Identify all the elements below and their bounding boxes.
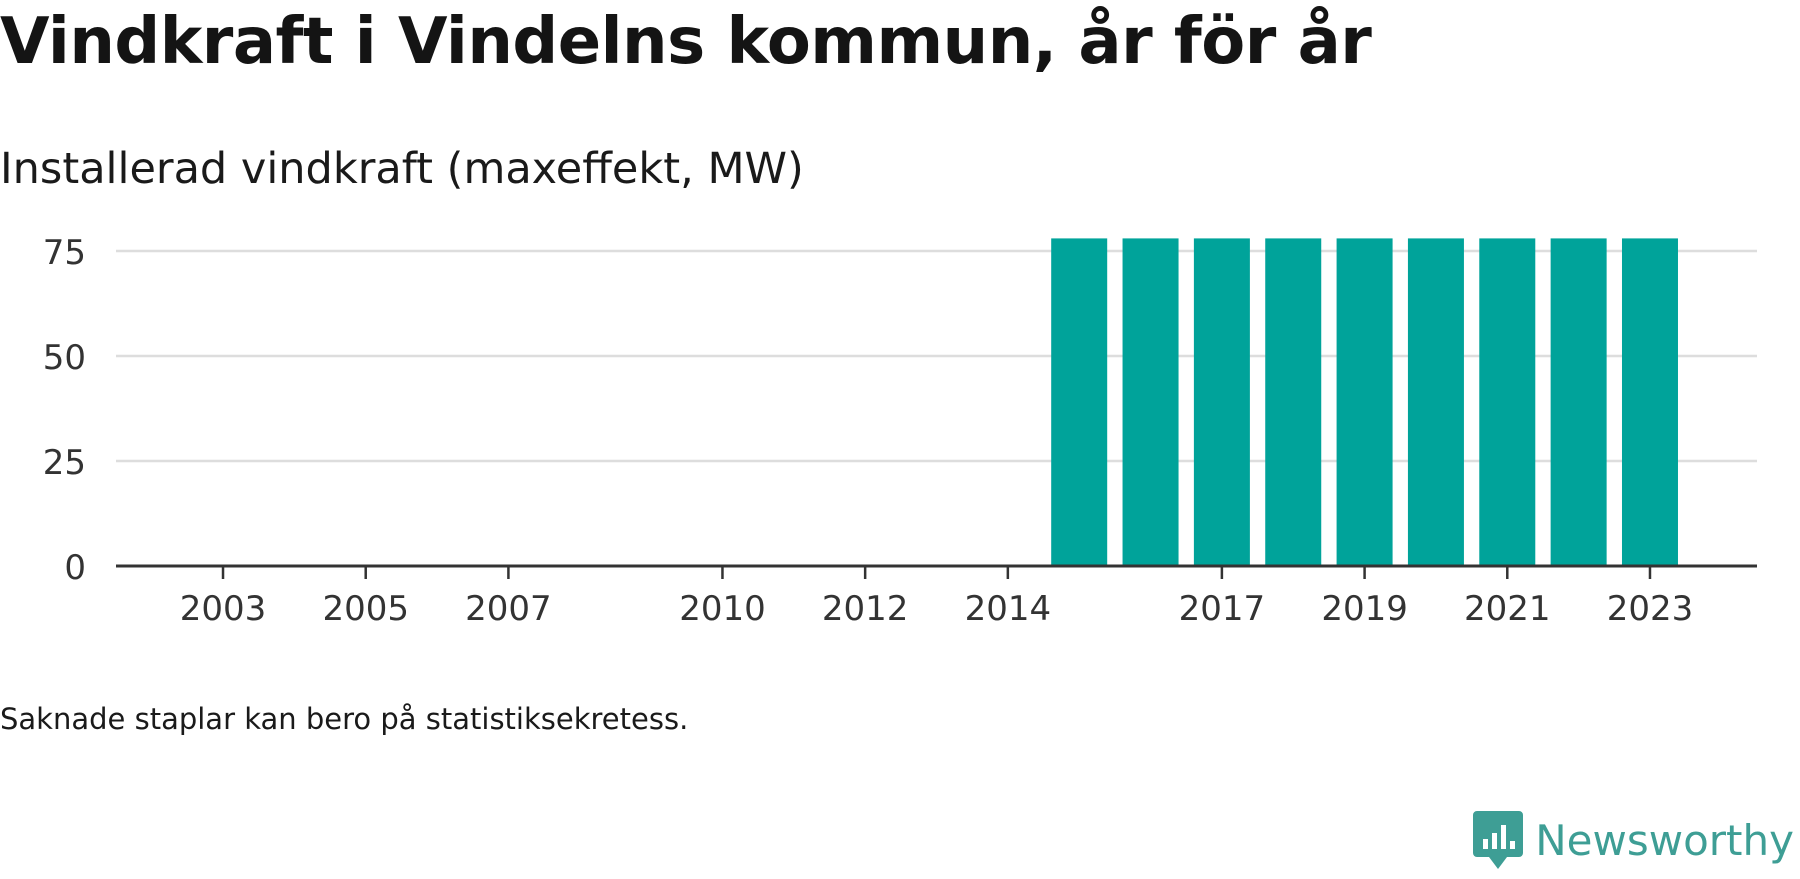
bar-2018 [1265,238,1322,566]
x-tick-label: 2003 [180,589,267,629]
x-tick-label: 2021 [1464,589,1551,629]
x-tick-label: 2010 [679,589,766,629]
x-tick-label: 2014 [965,589,1052,629]
bar-2023 [1621,238,1678,566]
y-tick-label: 50 [43,338,86,378]
bar-2017 [1193,238,1250,566]
x-tick-label: 2023 [1607,589,1694,629]
bar-2016 [1122,238,1179,566]
bar-2022 [1550,238,1607,566]
bar-2020 [1407,238,1464,566]
bars [1051,238,1678,566]
bar-2019 [1336,238,1393,566]
x-tick-label: 2005 [322,589,409,629]
bar-2021 [1479,238,1536,566]
y-axis: 0 25 50 75 [43,233,86,588]
footnote: Saknade staplar kan bero på statistiksek… [0,702,689,736]
newsworthy-logo[interactable]: Newsworthy [1473,811,1794,869]
bar-chart: 0 25 50 75 2003 2005 2007 2010 2012 2014 2017 2019… [43,233,1757,629]
chart-subtitle: Installerad vindkraft (maxeffekt, MW) [0,144,804,194]
bar-2015 [1051,238,1108,566]
x-tick-label: 2012 [822,589,909,629]
x-tick-label: 2017 [1179,589,1266,629]
y-tick-label: 75 [43,233,86,273]
x-tick-label: 2007 [465,589,552,629]
x-tick-label: 2019 [1321,589,1408,629]
brand-name: Newsworthy [1535,815,1794,865]
y-tick-label: 25 [43,443,86,483]
chart-title: Vindkraft i Vindelns kommun, år för år [0,5,1372,79]
x-axis: 2003 2005 2007 2010 2012 2014 2017 2019 2021 2023 [116,564,1757,629]
chat-bar-chart-icon [1473,811,1524,869]
y-tick-label: 0 [64,548,86,588]
